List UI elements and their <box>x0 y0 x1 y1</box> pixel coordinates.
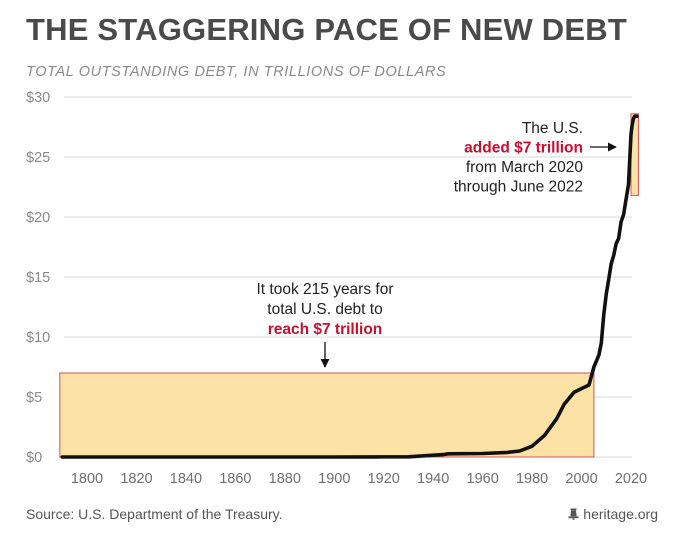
chart-subtitle: TOTAL OUTSTANDING DEBT, IN TRILLIONS OF … <box>26 64 447 80</box>
x-tick-label: 1820 <box>120 471 152 487</box>
y-tick-label: $5 <box>26 390 42 406</box>
y-tick-label: $20 <box>26 210 50 226</box>
annotation-recent: The U.S. added $7 trillion from March 2020… <box>454 120 617 196</box>
x-tick-label: 1920 <box>368 471 400 487</box>
bell-icon <box>568 508 579 520</box>
x-tick-label: 1960 <box>467 471 499 487</box>
annotations: It took 215 years for total U.S. debt to r… <box>257 120 617 368</box>
source-note: Source: U.S. Department of the Treasury. <box>26 506 283 522</box>
series-line-layer <box>60 114 639 459</box>
x-tick-label: 2000 <box>565 471 597 487</box>
annotation-line: through June 2022 <box>454 179 583 196</box>
chart-title: THE STAGGERING PACE OF NEW DEBT <box>26 12 627 47</box>
y-tick-label: $0 <box>26 450 42 466</box>
x-tick-label: 1940 <box>417 471 449 487</box>
annotation-line: reach $7 trillion <box>268 321 383 338</box>
annotation-early: It took 215 years for total U.S. debt to r… <box>257 281 394 368</box>
highlight-box <box>59 372 595 458</box>
brand-text: heritage.org <box>583 506 658 522</box>
y-axis-ticks: $0 $5 $10 $15 $20 $25 $30 <box>26 90 50 466</box>
highlight-boxes <box>59 113 639 458</box>
x-tick-label: 1840 <box>170 471 202 487</box>
annotation-line: total U.S. debt to <box>267 301 382 318</box>
x-tick-label: 2020 <box>615 471 647 487</box>
y-tick-label: $10 <box>26 330 50 346</box>
x-tick-label: 1980 <box>516 471 548 487</box>
brand-logo: heritage.org <box>568 506 658 522</box>
x-tick-label: 1900 <box>318 471 350 487</box>
x-tick-label: 1880 <box>269 471 301 487</box>
x-tick-label: 1860 <box>219 471 251 487</box>
annotation-line: from March 2020 <box>466 159 584 176</box>
x-tick-label: 1800 <box>71 471 103 487</box>
y-tick-label: $30 <box>26 90 50 106</box>
annotation-line: added $7 trillion <box>464 140 583 157</box>
annotation-line: The U.S. <box>522 120 583 137</box>
x-axis-ticks: 1800 1820 1840 1860 1880 1900 1920 1940 1960 1980… <box>71 471 647 487</box>
y-tick-label: $25 <box>26 150 50 166</box>
annotation-line: It took 215 years for <box>257 281 394 298</box>
y-tick-label: $15 <box>26 270 50 286</box>
series-line <box>60 114 639 459</box>
